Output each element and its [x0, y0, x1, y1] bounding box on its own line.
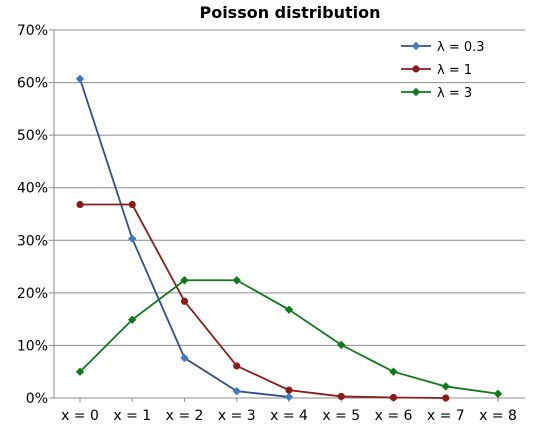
data-point [337, 340, 346, 350]
data-point [180, 353, 189, 363]
legend-label: λ = 3 [437, 86, 472, 101]
series-line [79, 279, 499, 395]
data-point [180, 297, 189, 305]
x-tick-label: x = 2 [166, 408, 204, 424]
legend-marker [411, 41, 421, 51]
data-point [128, 234, 137, 243]
x-tick-label: x = 8 [479, 408, 517, 424]
data-point [233, 362, 241, 370]
data-point [128, 315, 137, 324]
series-line [79, 78, 290, 398]
chart-title: Poisson distribution [199, 3, 380, 22]
y-tick-label: 50% [17, 128, 48, 144]
data-point [180, 276, 189, 285]
data-point [75, 367, 85, 376]
data-point [441, 382, 450, 391]
x-tick-label: x = 3 [218, 408, 256, 424]
y-tick-label: 20% [17, 286, 48, 302]
x-tick-label: x = 1 [113, 408, 151, 424]
legend-marker [412, 65, 420, 73]
y-tick-label: 40% [17, 181, 48, 197]
data-point [284, 392, 294, 402]
series--3 [75, 276, 503, 398]
x-tick-label: x = 6 [375, 408, 413, 424]
x-tick-label: x = 7 [427, 408, 465, 424]
data-point [337, 392, 345, 401]
data-point [285, 386, 293, 394]
data-point [389, 367, 398, 376]
x-tick-label: x = 5 [322, 408, 360, 424]
data-point [75, 74, 85, 84]
data-point [232, 276, 241, 285]
series--1 [76, 200, 450, 402]
legend: λ = 0.3 λ = 1 λ = 3 [401, 40, 485, 101]
legend-marker [411, 87, 421, 97]
x-tick-label: x = 0 [61, 408, 99, 424]
y-tick-label: 10% [17, 338, 48, 354]
data-point [232, 386, 241, 396]
data-point [76, 200, 84, 209]
series--0-3 [75, 74, 294, 402]
x-tick-label: x = 4 [270, 408, 308, 424]
legend-entry: λ = 1 [401, 63, 472, 78]
data-point [389, 393, 398, 402]
legend-entry: λ = 3 [401, 86, 472, 101]
x-axis-tick-labels: x = 0 x = 1 x = 2 x = 3 x = 4 x = 5 x = 6 x = 7… [61, 398, 517, 424]
legend-entry: λ = 0.3 [401, 40, 485, 55]
y-tick-label: 60% [17, 76, 48, 92]
legend-label: λ = 1 [437, 63, 472, 78]
data-point [284, 305, 294, 314]
data-series [75, 74, 503, 402]
y-tick-label: 70% [17, 23, 48, 39]
legend-label: λ = 0.3 [437, 40, 485, 55]
y-tick-label: 0% [26, 391, 48, 407]
y-tick-label: 30% [17, 233, 48, 249]
data-point [128, 200, 136, 209]
data-point [442, 394, 450, 402]
y-axis-tick-labels: 0% 10% 20% 30% 40% 50% 60% 70% [17, 23, 48, 407]
series-line [80, 203, 446, 399]
data-point [493, 389, 503, 398]
